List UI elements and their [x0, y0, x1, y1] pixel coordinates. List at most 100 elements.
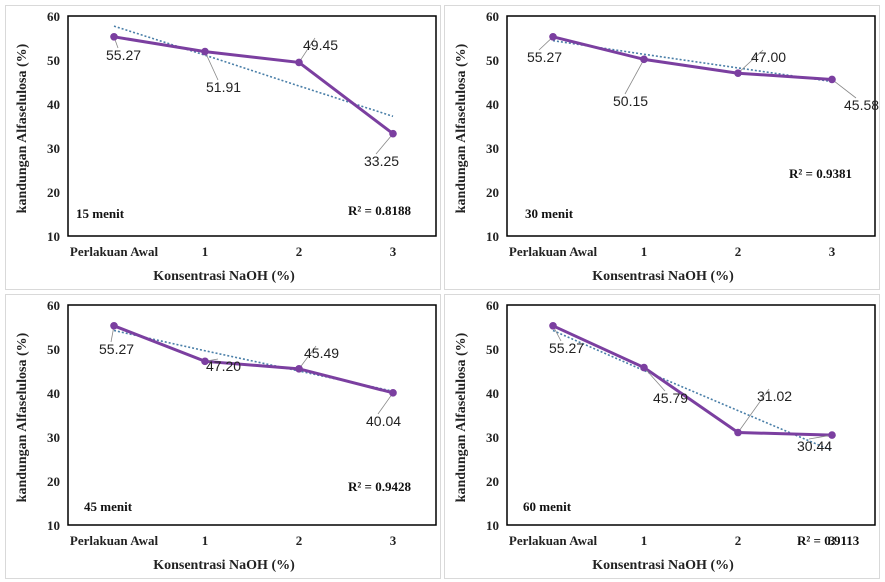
panel-label: 30 menit: [525, 206, 574, 221]
plot-area-frame: [67, 304, 437, 526]
x-tick-label: 1: [641, 533, 648, 548]
data-label-leader: [737, 388, 770, 433]
y-tick-label: 50: [486, 53, 499, 68]
data-point: [734, 69, 742, 77]
data-point: [110, 33, 118, 41]
x-tick-label: 1: [202, 533, 209, 548]
data-point: [640, 363, 648, 372]
y-tick-label: 10: [47, 229, 60, 244]
y-tick-label: 10: [47, 518, 60, 533]
x-tick-label: 3: [390, 533, 397, 548]
data-label-leader: [298, 345, 317, 370]
chart-svg: 10 20 30 40 50 60 Perlakuan Awal 1 2 3 55.27 50.15 4…: [486, 9, 879, 259]
data-point: [295, 365, 303, 373]
x-tick-label: Perlakuan Awal: [509, 244, 598, 259]
series-line: [113, 324, 394, 395]
data-label-leader: [375, 133, 394, 155]
data-point: [110, 322, 118, 330]
y-tick-label: 20: [47, 474, 60, 489]
panel-label: 60 menit: [523, 499, 572, 514]
data-point: [295, 58, 303, 67]
data-label-leader: [808, 434, 833, 440]
data-point: [389, 129, 397, 138]
r-squared-label: R² = 0.9381: [789, 166, 852, 181]
trendline: [113, 25, 394, 118]
y-tick-label: 10: [486, 518, 499, 533]
r-squared-label: R² = 0.9428: [348, 479, 411, 494]
x-tick-label: 2: [735, 533, 742, 548]
y-tick-label: 30: [47, 430, 60, 445]
data-point: [828, 75, 836, 84]
chart-svg: 10 20 30 40 50 60 Perlakuan Awal 1 2 3 55.27 45.79 3…: [486, 298, 876, 548]
y-tick-label: 30: [486, 430, 499, 445]
data-label: 31.02: [757, 388, 792, 404]
data-label: 40.04: [366, 413, 401, 429]
y-tick-label: 50: [47, 53, 60, 68]
x-tick-label: Perlakuan Awal: [509, 533, 598, 548]
data-point: [201, 357, 209, 366]
data-label: 45.49: [304, 345, 339, 361]
x-tick-label: 1: [641, 244, 648, 259]
x-tick-label: Perlakuan Awal: [70, 244, 159, 259]
data-point: [734, 428, 742, 437]
y-tick-label: 40: [47, 97, 60, 112]
y-tick-label: 20: [486, 185, 499, 200]
data-label-leader: [298, 37, 316, 63]
data-point: [549, 322, 557, 330]
data-label: 33.25: [364, 153, 399, 169]
data-label: 45.79: [653, 390, 688, 406]
y-axis-label: kandungan Alfaselulosa (%): [454, 332, 469, 503]
data-label: 47.20: [206, 358, 241, 374]
series-line: [113, 35, 394, 135]
chart-panel-30-menit: 10 20 30 40 50 60 Perlakuan Awal 1 2 3 55.27 50.15 4…: [444, 5, 880, 290]
x-tick-label: 1: [202, 244, 209, 259]
y-tick-label: 30: [47, 141, 60, 156]
x-tick-label: 3: [390, 244, 397, 259]
trendline: [552, 329, 833, 452]
x-tick-label: 2: [296, 244, 303, 259]
plot-area-frame: [506, 304, 876, 526]
data-label-leader: [831, 79, 857, 99]
data-label-leader: [624, 59, 645, 95]
plot-area-frame: [67, 15, 437, 237]
series-line: [552, 35, 833, 81]
data-label: 55.27: [549, 340, 584, 356]
data-label-leader: [737, 49, 764, 74]
y-axis-label: kandungan Alfaselulosa (%): [454, 43, 469, 214]
data-label: 51.91: [206, 79, 241, 95]
y-tick-label: 40: [486, 386, 499, 401]
y-tick-label: 50: [486, 342, 499, 357]
data-label-leader: [377, 392, 394, 415]
chart-panel-15-menit: 10 20 30 40 50 60 Perlakuan Awal 1 2 3 55.27 51.91 4…: [5, 5, 441, 290]
r-squared-label: R² = 0.8188: [348, 203, 411, 218]
data-point: [828, 431, 836, 439]
data-point: [201, 47, 209, 56]
y-tick-label: 10: [486, 229, 499, 244]
chart-panel-45-menit: 10 20 30 40 50 60 Perlakuan Awal 1 2 3 55.27 47.20 4…: [5, 294, 441, 579]
data-label: 55.27: [106, 47, 141, 63]
plot-area-frame: [506, 15, 876, 237]
panel-label: 45 menit: [84, 499, 133, 514]
y-tick-label: 20: [47, 185, 60, 200]
data-label: 55.27: [99, 341, 134, 357]
y-tick-label: 60: [486, 298, 499, 313]
data-point: [549, 33, 557, 41]
data-point: [389, 389, 397, 397]
data-label: 47.00: [751, 49, 786, 65]
y-tick-label: 50: [47, 342, 60, 357]
x-tick-label: 2: [735, 244, 742, 259]
x-tick-label: 3: [829, 533, 836, 548]
x-tick-label: Perlakuan Awal: [70, 533, 159, 548]
data-label-leader: [204, 51, 219, 81]
data-label: 30.44: [797, 438, 832, 454]
chart-panel-60-menit: 10 20 30 40 50 60 Perlakuan Awal 1 2 3 55.27 45.79 3…: [444, 294, 880, 579]
data-label-leader: [643, 367, 666, 392]
y-tick-label: 20: [486, 474, 499, 489]
panel-label: 15 menit: [76, 206, 125, 221]
x-axis-label: Konsentrasi NaOH (%): [592, 269, 734, 284]
x-axis-label: Konsentrasi NaOH (%): [592, 558, 734, 573]
x-axis-label: Konsentrasi NaOH (%): [153, 558, 295, 573]
y-tick-label: 60: [486, 9, 499, 24]
x-axis-label: Konsentrasi NaOH (%): [153, 269, 295, 284]
